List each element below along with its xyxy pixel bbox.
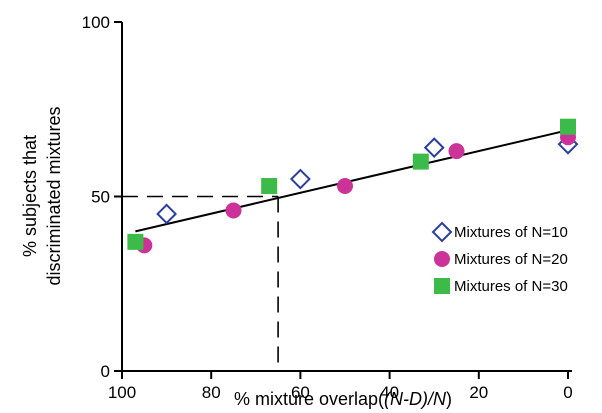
- x-tick-label: 20: [469, 383, 488, 402]
- y-tick-label: 50: [91, 188, 110, 207]
- x-tick-label: 0: [563, 383, 572, 402]
- x-tick-label: 60: [291, 383, 310, 402]
- legend: Mixtures of N=10 Mixtures of N=20 Mixtures…: [431, 221, 568, 295]
- legend-marker: [434, 251, 450, 267]
- data-point: [560, 118, 576, 135]
- data-point: [127, 233, 144, 250]
- x-tick-label: 100: [108, 383, 136, 402]
- y-axis-title-line1: % subjects that: [20, 135, 40, 257]
- data-point: [412, 153, 429, 170]
- data-point: [423, 137, 445, 159]
- legend-marker: [434, 278, 450, 294]
- reference-lines: [122, 195, 279, 371]
- axes: [121, 22, 572, 372]
- x-tick-label: 40: [380, 383, 399, 402]
- y-tick-label: 100: [82, 13, 110, 32]
- data-point: [156, 203, 178, 225]
- data-point: [448, 143, 465, 160]
- legend-label: Mixtures of N=20: [454, 251, 568, 268]
- fit-line: [135, 129, 569, 233]
- data-point: [225, 202, 242, 219]
- data-points: [127, 118, 579, 254]
- data-point: [337, 178, 353, 195]
- y-tick-label: 0: [101, 362, 110, 381]
- y-axis-title-line2: discriminated mixtures: [44, 106, 64, 285]
- x-tick-label: 80: [202, 383, 221, 402]
- legend-label: Mixtures of N=30: [454, 278, 568, 295]
- legend-marker: [431, 221, 453, 243]
- x-axis-title: % mixture overlap((N-D)/N): [234, 389, 452, 409]
- tick-marks: 0 50 100 100 80 60 40 20 0: [82, 13, 573, 402]
- fit-line-group: [135, 129, 569, 233]
- data-point: [261, 178, 278, 195]
- legend-label: Mixtures of N=10: [454, 224, 568, 241]
- data-point: [289, 168, 311, 190]
